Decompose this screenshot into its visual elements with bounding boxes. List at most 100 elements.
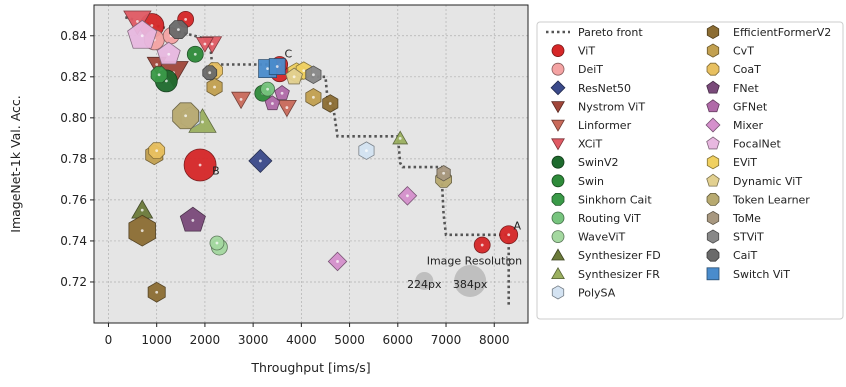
point-center-dot	[155, 149, 159, 153]
legend-swatch	[706, 43, 720, 58]
point-center-dot	[208, 71, 212, 75]
legend-swatch	[551, 230, 565, 244]
x-tick-label: 1000	[141, 333, 172, 347]
data-point-focalnet	[127, 19, 158, 49]
legend-item-cait: CaiT	[706, 248, 757, 262]
legend-swatch	[706, 248, 720, 262]
x-tick-label: 8000	[479, 333, 510, 347]
legend-label: EfficientFormerV2	[733, 26, 831, 39]
legend-swatch	[706, 193, 720, 206]
legend-label: FocalNet	[733, 138, 782, 151]
y-tick-label: 0.80	[60, 111, 87, 125]
legend-label: ResNet50	[578, 82, 631, 95]
legend-label: EViT	[733, 156, 757, 169]
x-tick-label: 7000	[431, 333, 462, 347]
data-point-token-learner	[172, 102, 199, 130]
size-legend-marker	[415, 271, 434, 290]
legend-swatch	[706, 210, 720, 226]
point-center-dot	[336, 260, 339, 263]
point-center-dot	[507, 233, 511, 237]
legend-item-pareto-front: Pareto front	[546, 26, 643, 39]
data-point-gfnet	[264, 95, 281, 111]
legend-label: GFNet	[733, 100, 768, 113]
data-point-efficientformerv2	[322, 94, 339, 113]
legend-item-nystrom-vit: Nystrom ViT	[551, 100, 645, 114]
legend-item-mixer: Mixer	[705, 117, 763, 133]
legend-swatch	[706, 80, 720, 94]
point-center-dot	[140, 34, 144, 38]
legend-item-gfnet: GFNet	[706, 99, 768, 113]
legend-item-wavevit: WaveViT	[551, 230, 626, 244]
legend-label: Token Learner	[732, 193, 810, 206]
legend-item-coat: CoaT	[706, 62, 761, 76]
x-tick-label: 2000	[190, 333, 221, 347]
legend-item-routing-vit: Routing ViT	[551, 211, 641, 225]
legend-item-dynamic-vit: Dynamic ViT	[706, 173, 802, 188]
legend-swatch	[706, 155, 720, 170]
point-center-dot	[191, 219, 195, 222]
legend-label: CoaT	[733, 63, 761, 76]
size-legend-label: 224px	[407, 278, 442, 291]
legend-label: Dynamic ViT	[733, 175, 802, 188]
y-axis-label: ImageNet-1k Val. Acc.	[8, 95, 23, 232]
data-point-synthesizer-fr	[392, 130, 409, 145]
legend-swatch	[706, 229, 720, 244]
data-point-mixer	[327, 251, 348, 272]
size-legend-title: Image Resolution	[427, 255, 522, 268]
legend-item-token-learner: Token Learner	[706, 193, 810, 206]
legend-label: XCiT	[578, 138, 602, 151]
point-center-dot	[239, 97, 243, 101]
data-point-linformer	[276, 99, 297, 118]
point-center-dot	[258, 159, 262, 163]
data-point-coat	[148, 142, 166, 160]
legend-label: Routing ViT	[578, 212, 641, 225]
legend-label: Synthesizer FD	[578, 249, 661, 262]
x-tick-label: 5000	[334, 333, 365, 347]
point-center-dot	[150, 24, 154, 27]
data-point-fnet	[179, 206, 206, 232]
legend-swatch	[706, 62, 720, 76]
legend-item-swin: Swin	[551, 174, 604, 188]
data-point-xcit	[195, 37, 214, 53]
point-center-dot	[155, 63, 159, 66]
point-center-dot	[184, 114, 188, 118]
size-legend-item: 224px	[407, 271, 442, 291]
legend-label: Pareto front	[578, 26, 643, 39]
legend-item-deit: DeiT	[551, 62, 603, 76]
legend-swatch	[551, 101, 565, 114]
y-tick-label: 0.76	[60, 193, 87, 207]
legend-swatch	[551, 285, 565, 300]
x-tick-label: 4000	[286, 333, 317, 347]
legend-item-tome: ToMe	[706, 210, 761, 226]
point-center-dot	[155, 290, 159, 294]
size-legend-label: 384px	[453, 278, 488, 291]
point-center-dot	[203, 42, 207, 46]
legend-item-cvt: CvT	[706, 43, 754, 58]
point-center-dot	[312, 73, 315, 77]
point-center-dot	[210, 42, 214, 46]
point-center-dot	[302, 69, 306, 73]
x-tick-label: 3000	[238, 333, 269, 347]
data-point-vit	[473, 236, 491, 254]
legend-swatch	[706, 136, 720, 150]
legend-swatch	[551, 211, 565, 225]
data-point-resnet50	[248, 148, 273, 173]
point-center-dot	[328, 102, 332, 105]
annotation-label: B	[212, 164, 220, 177]
data-point-linformer	[231, 91, 252, 110]
legend-swatch	[551, 248, 565, 261]
y-tick-label: 0.82	[60, 70, 87, 84]
legend-box	[536, 21, 844, 320]
legend-label: WaveViT	[578, 231, 626, 244]
legend-item-stvit: STViT	[706, 229, 764, 244]
point-marker	[127, 19, 158, 49]
y-tick-label: 0.74	[60, 234, 87, 248]
point-center-dot	[157, 73, 161, 77]
point-center-dot	[266, 67, 269, 70]
legend-item-vit: ViT	[551, 44, 595, 58]
data-point-efficientformerv2	[147, 281, 166, 303]
legend-swatch	[551, 119, 565, 132]
point-center-dot	[140, 229, 144, 233]
